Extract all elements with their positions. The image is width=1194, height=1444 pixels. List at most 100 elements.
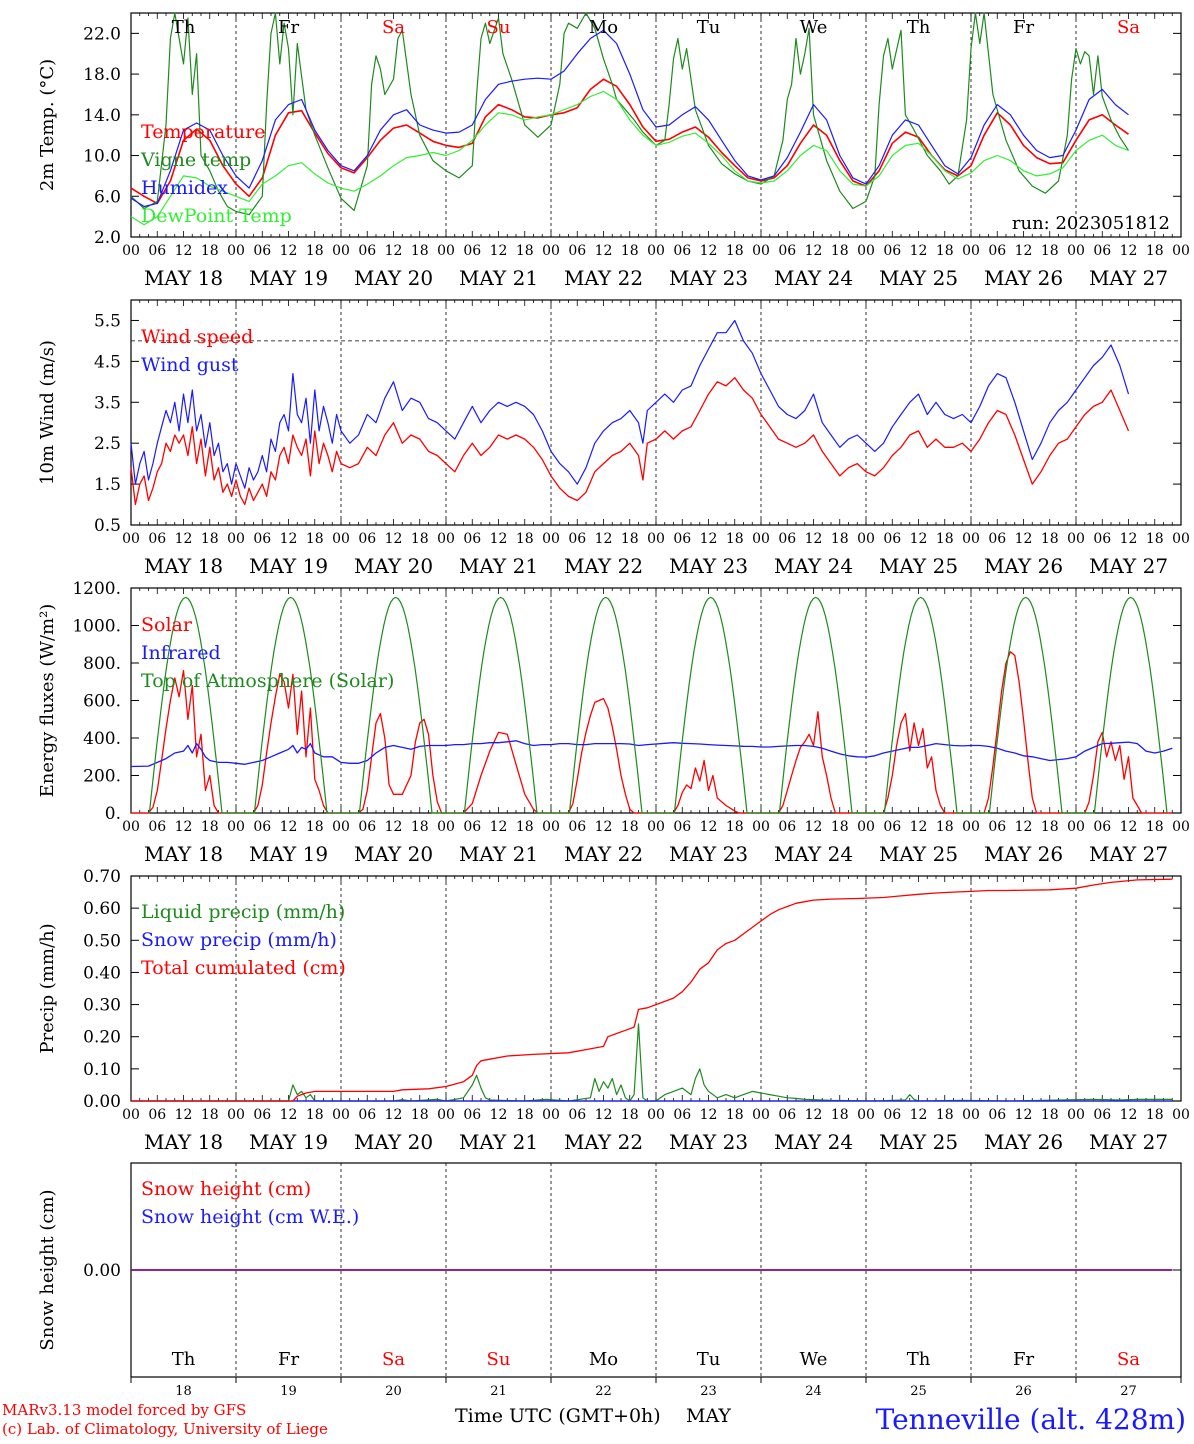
temperature-day-abbr: We — [800, 17, 828, 38]
energy-ylabel: Energy fluxes (W/m²) — [37, 604, 58, 798]
energy-hour-label: 12 — [595, 819, 613, 835]
wind-ytick-label: 1.5 — [94, 475, 121, 495]
temperature-day-abbr: Fr — [278, 17, 299, 38]
wind-frame — [131, 300, 1181, 525]
energy-ytick-label: 800. — [83, 654, 121, 674]
precip-hour-label: 00 — [542, 1107, 560, 1123]
precip-date-label: MAY 27 — [1089, 1130, 1168, 1154]
temperature-day-abbr: Sa — [1117, 17, 1140, 38]
precip-hour-label: 00 — [122, 1107, 140, 1123]
temperature-hour-label: 06 — [253, 243, 271, 259]
wind-hour-label: 00 — [857, 531, 875, 547]
energy-hour-label: 18 — [201, 819, 219, 835]
temperature-hour-label: 12 — [385, 243, 403, 259]
wind-hour-label: 00 — [752, 531, 770, 547]
station-label: Tenneville (alt. 428m) — [876, 1403, 1186, 1436]
energy-hour-label: 18 — [306, 819, 324, 835]
wind-hour-label: 00 — [647, 531, 665, 547]
energy-hour-label: 00 — [227, 819, 245, 835]
snow-day-number: 23 — [700, 1384, 717, 1399]
precip-hour-label: 00 — [962, 1107, 980, 1123]
temperature-hour-label: 18 — [726, 243, 744, 259]
temperature-date-label: MAY 27 — [1089, 266, 1168, 290]
precip-hour-label: 18 — [411, 1107, 429, 1123]
temperature-hour-label: 00 — [332, 243, 350, 259]
energy-hour-label: 12 — [490, 819, 508, 835]
temperature-hour-label: 06 — [778, 243, 796, 259]
energy-hour-label: 06 — [1093, 819, 1111, 835]
energy-hour-label: 12 — [910, 819, 928, 835]
energy-date-label: MAY 23 — [669, 842, 748, 866]
temperature-hour-label: 12 — [595, 243, 613, 259]
snow-day-number: 21 — [490, 1384, 507, 1399]
temperature-hour-label: 18 — [411, 243, 429, 259]
precip-hour-label: 06 — [673, 1107, 691, 1123]
precip-ytick-label: 0.10 — [83, 1060, 121, 1080]
wind-legend-entry: Wind speed — [141, 326, 253, 348]
energy-hour-label: 00 — [437, 819, 455, 835]
temperature-date-label: MAY 25 — [879, 266, 958, 290]
snow-day-abbr: Th — [907, 1349, 931, 1370]
precip-hour-label: 18 — [726, 1107, 744, 1123]
wind-date-label: MAY 20 — [354, 554, 433, 578]
temperature-hour-label: 12 — [805, 243, 823, 259]
wind-hour-label: 12 — [700, 531, 718, 547]
wind-hour-label: 18 — [1146, 531, 1164, 547]
temperature-hour-label: 06 — [568, 243, 586, 259]
energy-hour-label: 00 — [332, 819, 350, 835]
energy-ytick-label: 200. — [83, 767, 121, 787]
energy-hour-label: 00 — [857, 819, 875, 835]
temperature-date-label: MAY 26 — [984, 266, 1063, 290]
energy-ytick-label: 600. — [83, 692, 121, 712]
energy-hour-label: 06 — [358, 819, 376, 835]
temperature-run-annotation: run: 2023051812 — [1012, 213, 1170, 234]
temperature-series-temperature — [131, 79, 1129, 203]
wind-hour-label: 06 — [883, 531, 901, 547]
energy-hour-label: 06 — [253, 819, 271, 835]
wind-date-label: MAY 19 — [249, 554, 328, 578]
wind-hour-label: 18 — [726, 531, 744, 547]
wind-date-label: MAY 23 — [669, 554, 748, 578]
precip-hour-label: 12 — [700, 1107, 718, 1123]
precip-date-label: MAY 25 — [879, 1130, 958, 1154]
wind-ytick-label: 5.5 — [94, 311, 121, 331]
energy-ytick-label: 0. — [105, 804, 121, 824]
precip-hour-label: 18 — [1041, 1107, 1059, 1123]
snow-day-abbr: Sa — [382, 1349, 405, 1370]
energy-hour-label: 18 — [1146, 819, 1164, 835]
snow-day-number: 22 — [595, 1384, 612, 1399]
energy-date-label: MAY 19 — [249, 842, 328, 866]
precip-hour-label: 06 — [463, 1107, 481, 1123]
temperature-ytick-label: 10.0 — [83, 147, 121, 167]
precip-hour-label: 18 — [621, 1107, 639, 1123]
precip-date-label: MAY 23 — [669, 1130, 748, 1154]
energy-hour-label: 12 — [1120, 819, 1138, 835]
wind-hour-label: 12 — [175, 531, 193, 547]
wind-ytick-label: 3.5 — [94, 393, 121, 413]
temperature-date-label: MAY 23 — [669, 266, 748, 290]
precip-date-label: MAY 19 — [249, 1130, 328, 1154]
snow-day-abbr: Sa — [1117, 1349, 1140, 1370]
temperature-date-label: MAY 24 — [774, 266, 853, 290]
wind-hour-label: 06 — [988, 531, 1006, 547]
temperature-hour-label: 06 — [883, 243, 901, 259]
precip-hour-label: 00 — [647, 1107, 665, 1123]
precip-hour-label: 06 — [778, 1107, 796, 1123]
wind-ytick-label: 0.5 — [94, 516, 121, 536]
wind-hour-label: 06 — [148, 531, 166, 547]
energy-legend-entry: Top of Atmosphere (Solar) — [141, 670, 394, 692]
temperature-hour-label: 00 — [122, 243, 140, 259]
energy-hour-label: 18 — [411, 819, 429, 835]
energy-hour-label: 12 — [1015, 819, 1033, 835]
precip-hour-label: 06 — [883, 1107, 901, 1123]
temperature-ylabel: 2m Temp. (°C) — [37, 59, 58, 191]
temperature-legend-entry: Humidex — [141, 177, 228, 199]
temperature-hour-label: 06 — [358, 243, 376, 259]
temperature-day-abbr: Sa — [382, 17, 405, 38]
wind-hour-label: 06 — [358, 531, 376, 547]
precip-hour-label: 06 — [148, 1107, 166, 1123]
wind-hour-label: 12 — [385, 531, 403, 547]
precip-hour-label: 06 — [568, 1107, 586, 1123]
wind-hour-label: 18 — [201, 531, 219, 547]
temperature-hour-label: 18 — [1041, 243, 1059, 259]
